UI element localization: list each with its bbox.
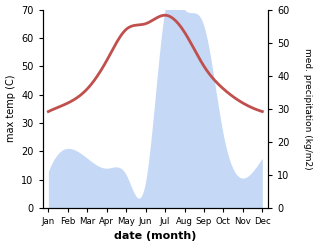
X-axis label: date (month): date (month)	[114, 231, 197, 242]
Y-axis label: med. precipitation (kg/m2): med. precipitation (kg/m2)	[303, 48, 313, 169]
Y-axis label: max temp (C): max temp (C)	[5, 75, 16, 143]
